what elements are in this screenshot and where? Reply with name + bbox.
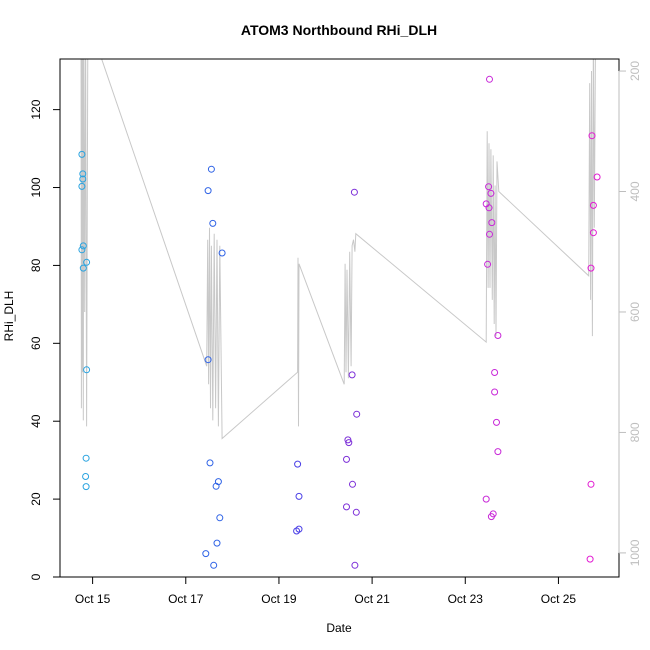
data-point xyxy=(294,460,302,468)
data-point xyxy=(485,183,493,191)
data-point xyxy=(587,264,595,272)
right-tick-label: 400 xyxy=(628,181,642,201)
y-tick-label: 60 xyxy=(29,336,43,350)
data-point xyxy=(349,480,356,488)
data-point xyxy=(345,439,353,447)
data-point xyxy=(351,561,359,569)
data-point xyxy=(350,188,358,196)
y-tick-label: 40 xyxy=(29,414,43,428)
data-point xyxy=(78,182,86,190)
data-point xyxy=(216,514,224,522)
x-axis: Oct 15 Oct 17 Oct 19 Oct 21 Oct 23 Oct 25 xyxy=(75,576,577,606)
data-point xyxy=(295,492,303,500)
data-point xyxy=(343,503,350,511)
data-point xyxy=(79,242,87,250)
data-point xyxy=(487,189,495,197)
data-point xyxy=(78,246,86,254)
right-tick-label: 600 xyxy=(628,302,642,322)
data-point xyxy=(82,483,90,491)
data-point xyxy=(212,482,220,490)
data-point xyxy=(586,555,594,563)
x-tick-label: Oct 21 xyxy=(354,592,390,606)
x-tick-label: Oct 19 xyxy=(261,592,297,606)
right-tick-label: 200 xyxy=(628,61,642,81)
data-point xyxy=(202,550,210,558)
data-point xyxy=(82,473,90,480)
data-point xyxy=(348,371,356,379)
y-tick-label: 20 xyxy=(29,492,43,506)
right-tick-label: 1000 xyxy=(628,539,642,566)
data-point xyxy=(82,454,90,462)
y-tick-label: 100 xyxy=(29,177,43,197)
chart-title: ATOM3 Northbound RHi_DLH xyxy=(241,22,437,38)
data-point xyxy=(218,249,226,257)
data-point xyxy=(482,495,490,503)
data-point xyxy=(486,230,493,238)
x-axis-label: Date xyxy=(326,621,352,635)
right-axis: 200 400 600 800 1000 xyxy=(618,61,642,566)
data-point xyxy=(486,75,493,83)
y-axis-label: RHi_DLH xyxy=(2,291,16,342)
data-point xyxy=(204,356,212,364)
data-point xyxy=(353,410,361,418)
data-point xyxy=(213,539,221,547)
data-point xyxy=(210,561,218,569)
data-point xyxy=(78,150,86,158)
data-point xyxy=(352,508,360,516)
data-point xyxy=(491,369,499,376)
data-point xyxy=(589,201,597,209)
data-point xyxy=(493,418,500,426)
data-point xyxy=(488,219,496,227)
data-point xyxy=(79,170,87,178)
x-tick-label: Oct 15 xyxy=(75,592,111,606)
data-point xyxy=(494,448,502,456)
data-point xyxy=(491,388,499,396)
data-point xyxy=(485,204,493,212)
x-tick-label: Oct 25 xyxy=(541,592,577,606)
data-point xyxy=(204,187,212,195)
data-point xyxy=(83,366,91,374)
x-tick-label: Oct 23 xyxy=(448,592,484,606)
data-point xyxy=(207,165,215,173)
right-tick-label: 800 xyxy=(628,422,642,442)
x-tick-label: Oct 17 xyxy=(168,592,204,606)
data-point xyxy=(487,513,495,521)
series-line xyxy=(80,59,596,440)
data-point xyxy=(494,332,502,339)
scatter-points xyxy=(78,75,601,569)
right-axis-line-series xyxy=(80,59,596,440)
y-tick-label: 120 xyxy=(29,99,43,119)
y-tick-label: 0 xyxy=(29,573,43,580)
data-point xyxy=(83,258,91,266)
data-point xyxy=(484,260,492,268)
data-point xyxy=(206,459,214,467)
data-point xyxy=(293,527,301,535)
data-point xyxy=(343,455,350,463)
y-tick-label: 80 xyxy=(29,258,43,272)
data-point xyxy=(587,480,595,488)
data-point xyxy=(79,264,87,272)
data-point xyxy=(209,219,217,227)
y-axis: 0 20 40 60 80 100 120 xyxy=(29,99,61,580)
data-point xyxy=(593,173,601,181)
data-point xyxy=(588,132,596,140)
plot-frame xyxy=(59,58,620,578)
data-point xyxy=(79,175,87,183)
data-point xyxy=(589,229,597,237)
